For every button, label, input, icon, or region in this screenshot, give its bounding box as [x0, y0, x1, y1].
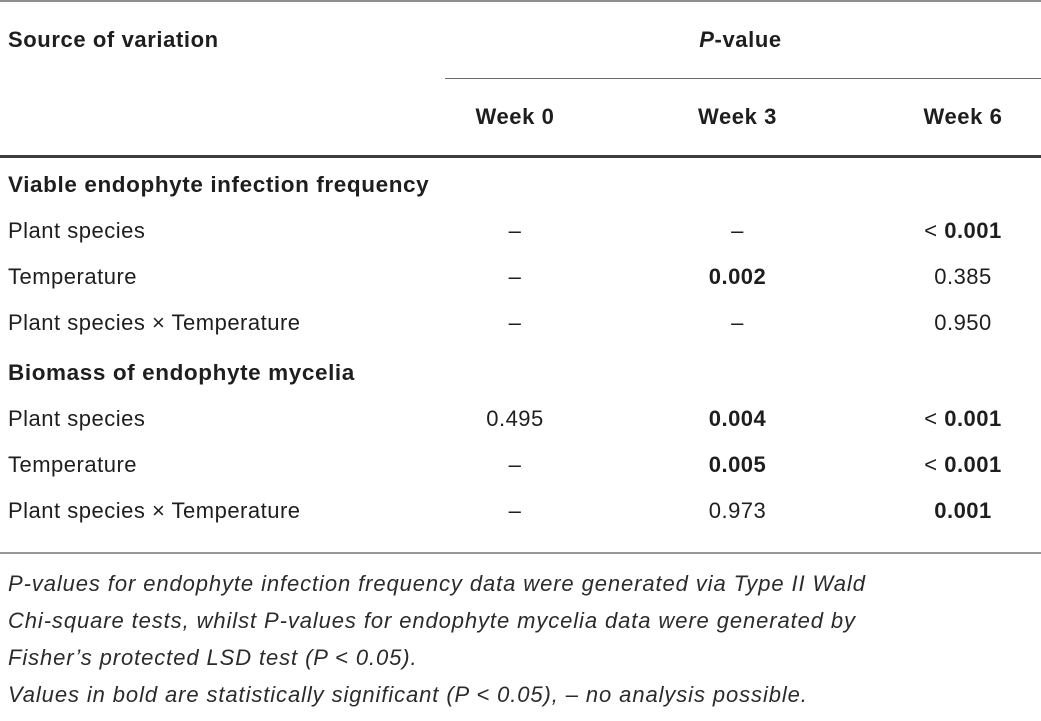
- table-row: Temperature – 0.002 0.385: [0, 254, 1041, 300]
- p-value-group-header: P-value: [445, 1, 1041, 79]
- header-row-weeks: Week 0 Week 3 Week 6: [0, 78, 1041, 158]
- week-6-column-header: Week 6: [890, 78, 1041, 158]
- row-label: Plant species: [8, 406, 146, 431]
- row-label: Plant species × Temperature: [8, 310, 301, 335]
- table-row: Plant species 0.495 0.004 < 0.001: [0, 396, 1041, 442]
- section-heading-row: Biomass of endophyte mycelia: [0, 346, 1041, 396]
- p-value-table: Source of variation P-value Week 0 Week …: [0, 0, 1041, 554]
- p-value-cell: < 0.001: [890, 442, 1041, 488]
- table-row: Plant species – – < 0.001: [0, 208, 1041, 254]
- week-3-column-header: Week 3: [585, 78, 890, 158]
- row-label: Temperature: [8, 452, 138, 477]
- source-of-variation-header: Source of variation: [8, 27, 219, 53]
- table-row: Plant species × Temperature – – 0.950: [0, 300, 1041, 346]
- p-value-cell: < 0.001: [890, 396, 1041, 442]
- p-value-number: 0.001: [944, 452, 1002, 477]
- table-row: Plant species × Temperature – 0.973 0.001: [0, 488, 1041, 534]
- p-value-cell: 0.385: [934, 264, 992, 289]
- p-value-cell: –: [508, 498, 522, 523]
- p-value-cell: 0.002: [708, 264, 767, 289]
- p-value-number: 0.001: [944, 406, 1002, 431]
- table-header: Source of variation P-value Week 0 Week …: [0, 1, 1041, 158]
- footnote-line: Fisher’s protected LSD test (P < 0.05).: [8, 645, 418, 670]
- empty-header-cell: [0, 78, 445, 158]
- less-than-prefix: <: [924, 218, 945, 243]
- p-value-cell: –: [508, 452, 522, 477]
- p-value-cell: 0.001: [934, 498, 992, 523]
- p-value-cell: 0.005: [708, 452, 767, 477]
- spacer-cell: [0, 534, 1041, 553]
- table-footnotes: P-values for endophyte infection frequen…: [0, 565, 1041, 713]
- row-label: Plant species × Temperature: [8, 498, 301, 523]
- p-value-cell: 0.950: [934, 310, 992, 335]
- p-value-cell: 0.004: [708, 406, 767, 431]
- row-label: Temperature: [8, 264, 138, 289]
- p-value-cell: –: [731, 218, 744, 243]
- row-label: Plant species: [8, 218, 146, 243]
- p-value-cell: –: [731, 310, 744, 335]
- spacer-row: [0, 534, 1041, 553]
- header-row-pvalue: Source of variation P-value: [0, 1, 1041, 79]
- p-value-header-rest: -value: [714, 27, 782, 52]
- p-value-cell: –: [508, 218, 522, 243]
- table-row: Temperature – 0.005 < 0.001: [0, 442, 1041, 488]
- week-0-column-header: Week 0: [445, 78, 585, 158]
- p-value-cell: –: [508, 310, 522, 335]
- footnote-line: P-values for endophyte infection frequen…: [8, 571, 866, 596]
- footnote-line: Values in bold are statistically signifi…: [8, 682, 808, 707]
- table-body: Viable endophyte infection frequency Plan…: [0, 157, 1041, 554]
- p-value-header-p: P: [699, 27, 715, 52]
- p-value-cell: 0.973: [708, 498, 767, 523]
- section-title: Biomass of endophyte mycelia: [8, 360, 355, 385]
- footnote-line: Chi-square tests, whilst P-values for en…: [8, 608, 856, 633]
- p-value-cell: –: [508, 264, 522, 289]
- section-title: Viable endophyte infection frequency: [8, 172, 430, 197]
- p-value-cell: 0.495: [486, 406, 544, 431]
- less-than-prefix: <: [924, 452, 945, 477]
- section-heading-row: Viable endophyte infection frequency: [0, 157, 1041, 209]
- p-value-cell: < 0.001: [890, 208, 1041, 254]
- p-value-number: 0.001: [944, 218, 1002, 243]
- less-than-prefix: <: [924, 406, 945, 431]
